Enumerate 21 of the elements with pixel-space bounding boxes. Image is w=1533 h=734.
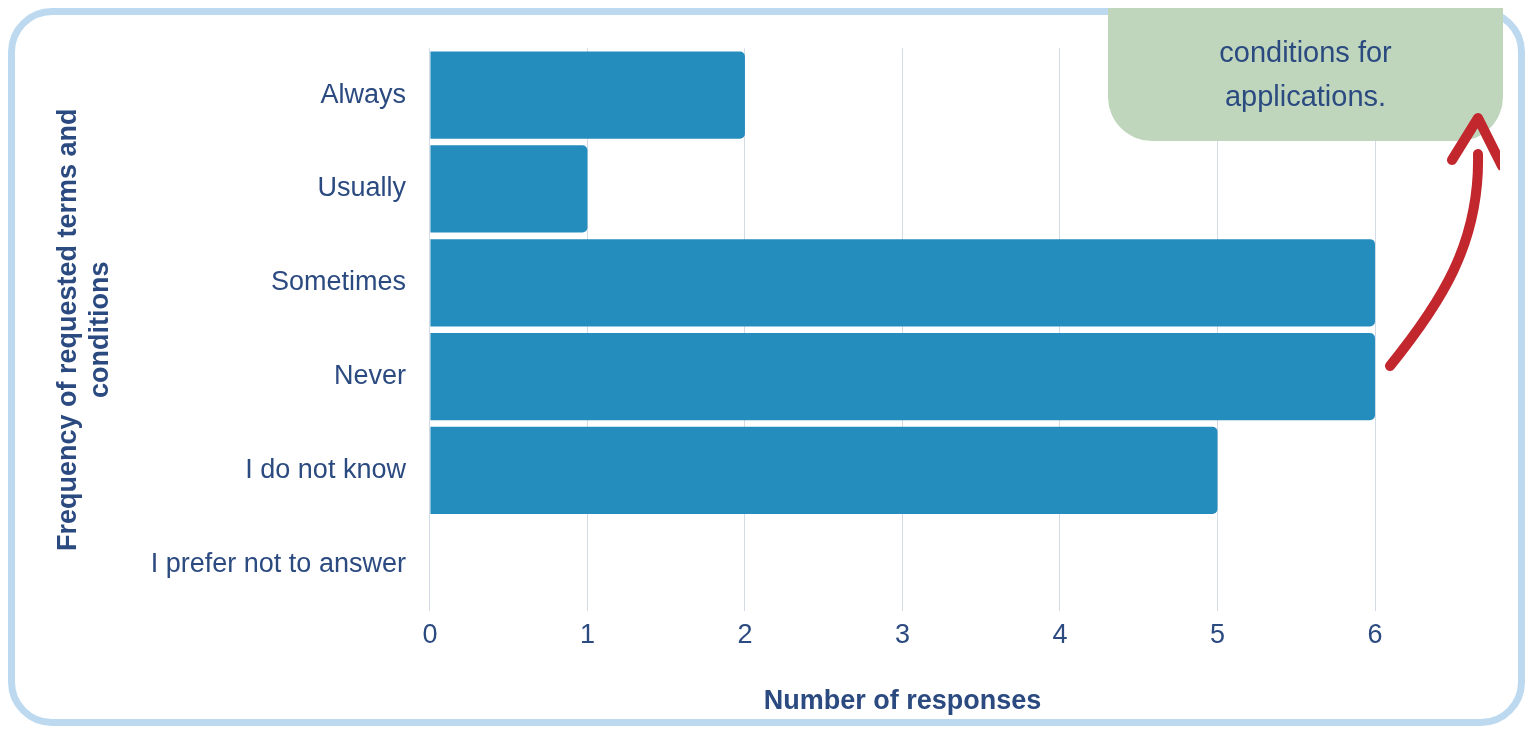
x-tick-label: 6: [1367, 618, 1383, 649]
callout-box: conditions for applications.: [1108, 8, 1503, 141]
x-tick-label: 1: [579, 618, 595, 649]
x-tick-label: 5: [1209, 618, 1225, 649]
bar: [430, 332, 1375, 421]
x-tick-label: 2: [737, 618, 753, 649]
x-tick-label: 4: [1052, 618, 1068, 649]
bar: [430, 145, 588, 233]
y-axis-title: Frequency of requested terms and conditions: [51, 108, 115, 552]
x-axis-title: Number of responses: [763, 685, 1042, 716]
x-tick-label: 3: [894, 618, 910, 649]
bar: [430, 426, 1218, 515]
y-tick-label: Usually: [317, 172, 407, 203]
y-tick-label: Always: [320, 78, 406, 109]
y-tick-label: Never: [333, 360, 406, 391]
x-tick-label: 0: [422, 618, 438, 649]
y-tick-label: I do not know: [245, 453, 407, 484]
y-tick-label: I prefer not to answer: [150, 547, 406, 578]
bar: [430, 51, 745, 139]
bar: [430, 239, 1375, 327]
y-tick-label: Sometimes: [270, 266, 406, 297]
